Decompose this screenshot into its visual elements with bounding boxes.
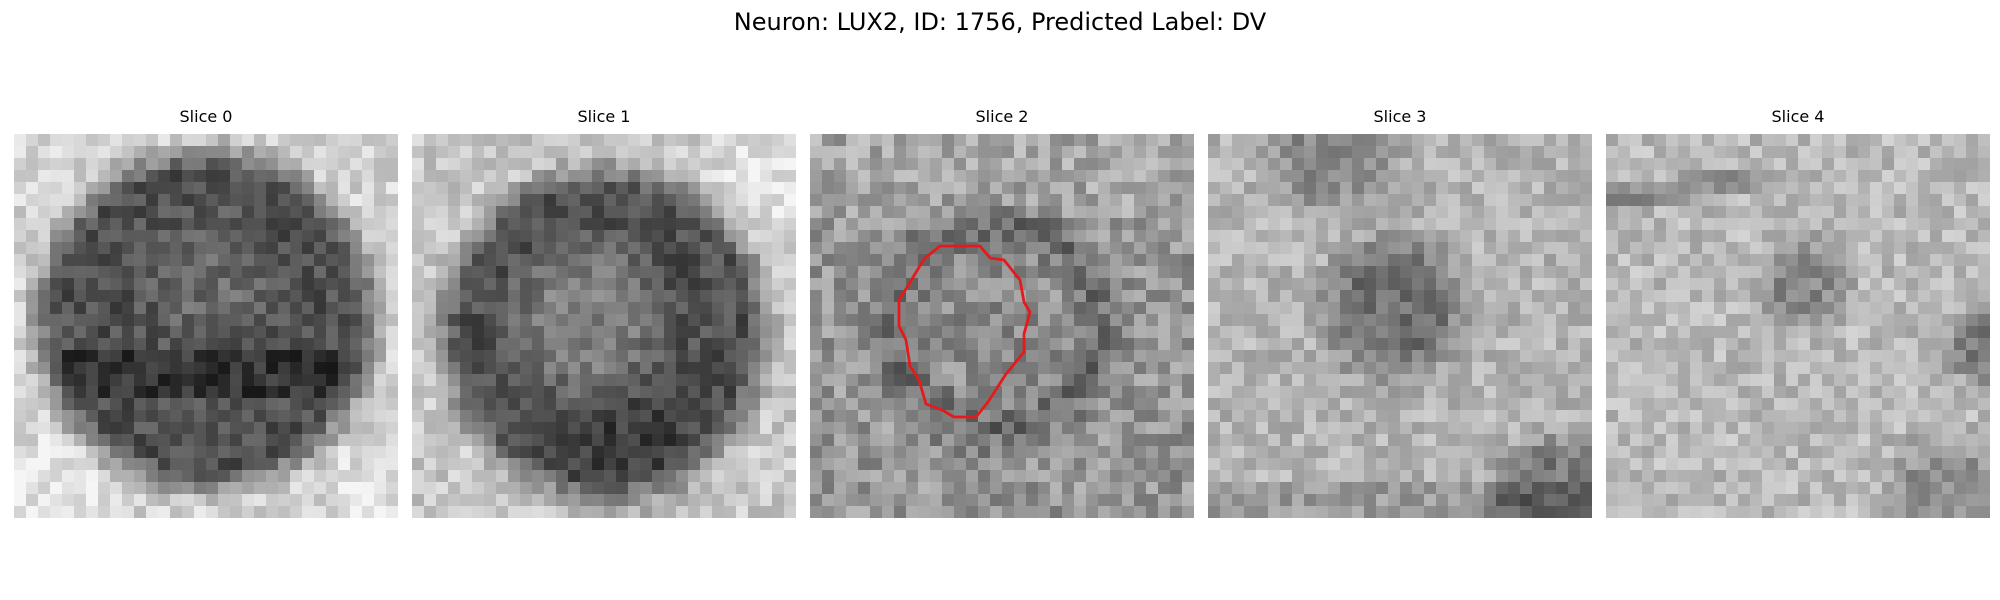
- slice-panel-3: Slice 3: [1208, 105, 1592, 518]
- slice-title: Slice 1: [577, 107, 631, 126]
- slice-title: Slice 4: [1771, 107, 1825, 126]
- slice-title: Slice 3: [1373, 107, 1427, 126]
- slice-image: [14, 134, 398, 518]
- slice-image: [412, 134, 796, 518]
- slice-title: Slice 0: [179, 107, 233, 126]
- slice-panel-1: Slice 1: [412, 105, 796, 518]
- figure-title: Neuron: LUX2, ID: 1756, Predicted Label:…: [733, 8, 1267, 36]
- slice-image: [810, 134, 1194, 518]
- slice-panel-0: Slice 0: [14, 105, 398, 518]
- slice-panel-4: Slice 4: [1606, 105, 1990, 518]
- slice-image: [1606, 134, 1990, 518]
- slice-panel-2: Slice 2: [810, 105, 1194, 518]
- slice-image: [1208, 134, 1592, 518]
- slice-title: Slice 2: [975, 107, 1029, 126]
- roi-outline: [897, 244, 1032, 419]
